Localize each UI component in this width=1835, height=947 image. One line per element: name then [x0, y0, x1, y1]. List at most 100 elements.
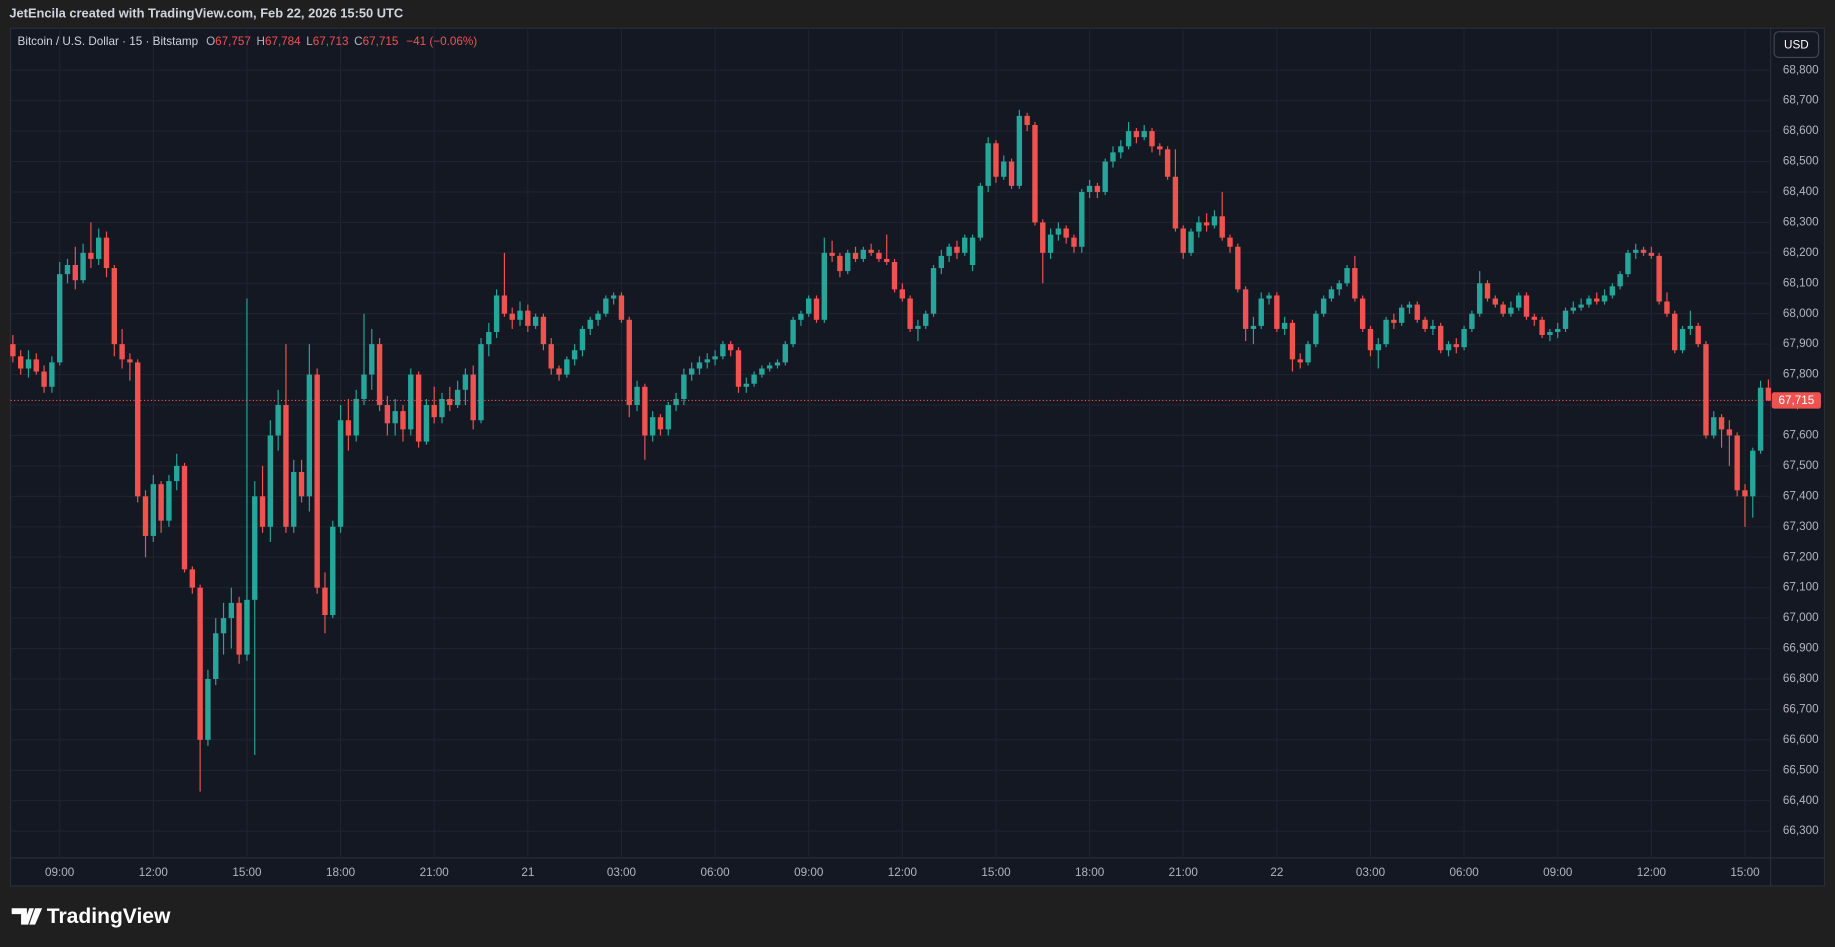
legend-value: 67,784 [265, 35, 301, 48]
candle-body [1679, 328, 1686, 351]
candle-body [1539, 319, 1545, 336]
candle-body [634, 386, 640, 406]
candle-body [798, 313, 804, 320]
candle-body [938, 255, 945, 269]
candle-body [1648, 252, 1655, 256]
candle-body [1266, 295, 1272, 299]
candle-body [166, 481, 172, 521]
x-tick-label: 18:00 [1075, 866, 1105, 879]
candle-body [985, 143, 991, 186]
candle-body [1040, 222, 1046, 253]
symbol-title: Bitcoin / U.S. Dollar · 15 · Bitstamp [18, 35, 199, 48]
candle-body [1180, 228, 1186, 253]
y-tick-label: 67,300 [1783, 520, 1819, 533]
x-tick-label: 12:00 [888, 866, 918, 879]
candle-body [119, 344, 125, 360]
currency-label[interactable]: USD [1784, 38, 1809, 51]
candle-body [1359, 298, 1366, 329]
candle-body [860, 249, 867, 259]
y-tick-label: 67,400 [1783, 489, 1819, 502]
candle-body [1211, 216, 1218, 226]
candle-body [345, 420, 352, 436]
candle-body [486, 331, 492, 345]
candle-body [1227, 237, 1233, 247]
last-price-box [1771, 392, 1821, 409]
candle-body [1656, 255, 1662, 302]
candle-body [1250, 325, 1257, 329]
candle-body [10, 344, 16, 357]
candle-body [821, 252, 827, 320]
chart-frame [9, 27, 1826, 887]
candle-body [774, 362, 781, 366]
y-tick-label: 68,100 [1783, 276, 1819, 289]
legend-value: 67,713 [313, 35, 349, 48]
attribution: JetEncila created with TradingView.com, … [9, 6, 403, 21]
candle-body [1601, 295, 1608, 302]
candle-body [595, 313, 601, 320]
candle-body [213, 633, 219, 679]
candle-body [1110, 152, 1116, 162]
candle-body [1032, 124, 1038, 223]
candle-body [1258, 298, 1264, 326]
y-tick-label: 68,000 [1783, 307, 1819, 320]
candle-body [1617, 274, 1623, 287]
candle-body [298, 471, 305, 497]
candle-body [150, 484, 157, 536]
candle-body [1320, 298, 1327, 314]
candle-body [49, 362, 55, 387]
candle-body [1008, 161, 1015, 186]
candle-body [1586, 298, 1592, 305]
candle-body [1523, 295, 1530, 317]
candle-body [1063, 228, 1069, 238]
candle-body [135, 362, 141, 497]
candle-body [1375, 344, 1381, 351]
candle-body [88, 252, 94, 259]
candle-body [1016, 115, 1023, 186]
candle-body [1344, 268, 1350, 284]
candle-body [993, 143, 999, 177]
candle-body [1157, 146, 1163, 150]
candle-body [361, 374, 367, 399]
candle-body [1383, 319, 1389, 345]
candle-body [1672, 313, 1678, 351]
candle-body [275, 405, 281, 436]
candle-body [1047, 234, 1054, 253]
candle-body [478, 344, 484, 421]
x-tick-label: 15:00 [1730, 866, 1760, 879]
candle-body [782, 344, 788, 363]
candle-body [283, 405, 289, 527]
currency-button[interactable] [1773, 31, 1820, 59]
candle-body [1219, 216, 1225, 238]
candle-body [17, 356, 24, 369]
y-tick-label: 68,200 [1783, 246, 1819, 259]
candle-body [876, 252, 882, 259]
x-tick-label: 09:00 [1543, 866, 1573, 879]
candle-body [1149, 131, 1155, 147]
candle-body [1406, 304, 1413, 308]
candle-body [181, 465, 188, 570]
candle-body [657, 417, 664, 430]
candle-body [392, 411, 398, 424]
candle-body [540, 316, 547, 345]
candle-body [376, 344, 383, 406]
candle-body [704, 359, 710, 363]
candle-body [1001, 161, 1007, 177]
candle-body [174, 465, 180, 482]
candle-body [696, 362, 703, 369]
candle-body [220, 618, 227, 634]
candle-body [1437, 325, 1444, 351]
candle-body [384, 405, 391, 424]
y-tick-label: 66,800 [1783, 672, 1819, 685]
candle-body [1094, 185, 1101, 192]
x-tick-label: 21 [521, 866, 534, 879]
candle-body [103, 237, 110, 269]
candle-body [1391, 319, 1397, 323]
legend-value: 67,715 [363, 35, 399, 48]
candle-body [1570, 307, 1577, 311]
legend-label: L [306, 35, 313, 48]
y-tick-label: 66,600 [1783, 733, 1819, 746]
candle-body [751, 374, 757, 384]
candle-body [915, 325, 921, 329]
candle-body [1172, 176, 1179, 229]
y-tick-label: 67,500 [1783, 459, 1819, 472]
